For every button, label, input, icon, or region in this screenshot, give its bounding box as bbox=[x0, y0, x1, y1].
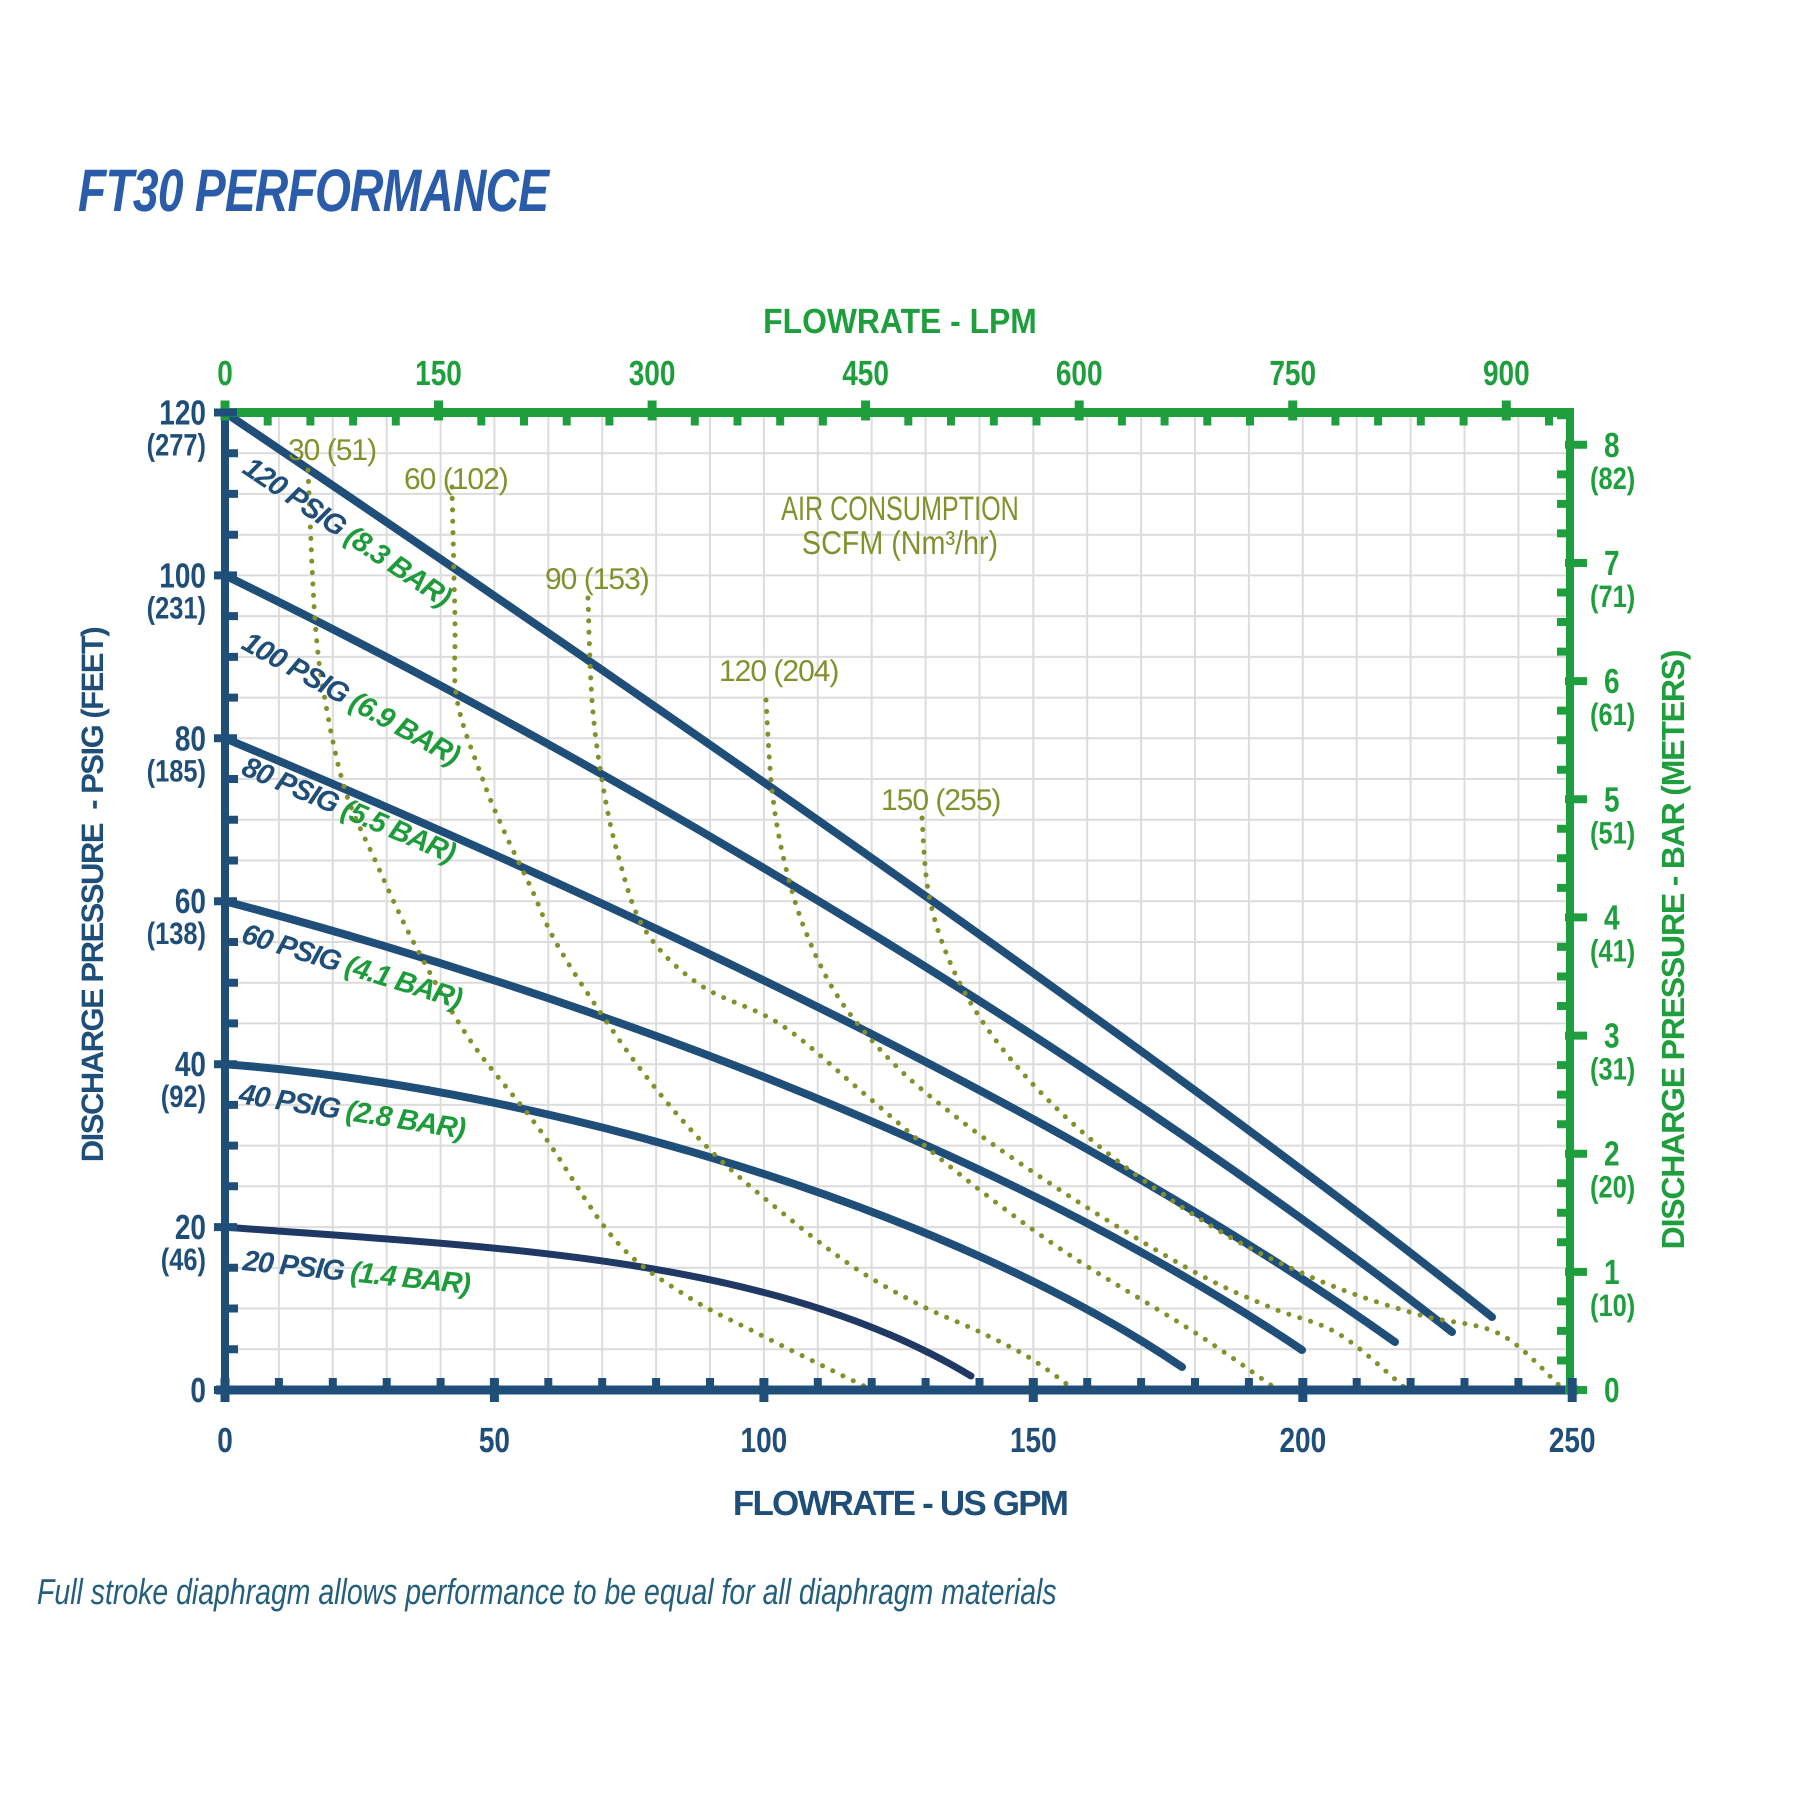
svg-text:3: 3 bbox=[1604, 1017, 1620, 1056]
svg-text:50: 50 bbox=[479, 1421, 510, 1460]
svg-text:FLOWRATE - LPM: FLOWRATE - LPM bbox=[763, 302, 1037, 341]
svg-text:60 (102): 60 (102) bbox=[404, 463, 508, 496]
svg-text:90 (153): 90 (153) bbox=[545, 563, 649, 596]
svg-text:(31): (31) bbox=[1590, 1052, 1635, 1087]
svg-text:80: 80 bbox=[175, 719, 206, 758]
svg-text:0: 0 bbox=[217, 1421, 233, 1460]
svg-text:0: 0 bbox=[190, 1371, 206, 1410]
svg-text:450: 450 bbox=[842, 354, 889, 393]
svg-text:(92): (92) bbox=[161, 1079, 206, 1114]
svg-text:60: 60 bbox=[175, 882, 206, 921]
svg-text:900: 900 bbox=[1483, 354, 1530, 393]
svg-text:150 (255): 150 (255) bbox=[881, 784, 1000, 817]
svg-text:100: 100 bbox=[741, 1421, 788, 1460]
svg-text:(82): (82) bbox=[1590, 461, 1635, 496]
svg-text:120 (204): 120 (204) bbox=[719, 655, 838, 688]
svg-text:300: 300 bbox=[629, 354, 676, 393]
svg-text:(185): (185) bbox=[147, 753, 206, 788]
svg-text:(46): (46) bbox=[161, 1242, 206, 1277]
svg-text:150: 150 bbox=[1010, 1421, 1057, 1460]
svg-text:4: 4 bbox=[1604, 898, 1620, 937]
svg-text:(231): (231) bbox=[147, 590, 206, 625]
svg-text:20: 20 bbox=[175, 1208, 206, 1247]
svg-text:(277): (277) bbox=[147, 428, 206, 463]
svg-text:(20): (20) bbox=[1590, 1170, 1635, 1205]
svg-text:(41): (41) bbox=[1590, 933, 1635, 968]
svg-text:600: 600 bbox=[1056, 354, 1103, 393]
svg-text:120: 120 bbox=[159, 394, 206, 433]
svg-text:250: 250 bbox=[1549, 1421, 1596, 1460]
svg-text:(138): (138) bbox=[147, 916, 206, 951]
svg-text:200: 200 bbox=[1279, 1421, 1326, 1460]
svg-text:Full stroke diaphragm allows p: Full stroke diaphragm allows performance… bbox=[37, 1571, 1057, 1612]
svg-text:1: 1 bbox=[1604, 1253, 1620, 1292]
svg-text:(51): (51) bbox=[1590, 815, 1635, 850]
svg-text:7: 7 bbox=[1604, 544, 1620, 583]
svg-text:SCFM (Nm³/hr): SCFM (Nm³/hr) bbox=[802, 524, 998, 561]
svg-text:2: 2 bbox=[1604, 1135, 1620, 1174]
svg-text:FT30 PERFORMANCE: FT30 PERFORMANCE bbox=[78, 157, 551, 224]
svg-text:(71): (71) bbox=[1590, 579, 1635, 614]
svg-text:40: 40 bbox=[175, 1045, 206, 1084]
svg-text:750: 750 bbox=[1269, 354, 1316, 393]
svg-text:150: 150 bbox=[415, 354, 462, 393]
svg-text:0: 0 bbox=[1604, 1371, 1620, 1410]
svg-text:FLOWRATE - US GPM: FLOWRATE - US GPM bbox=[733, 1484, 1067, 1523]
svg-text:DISCHARGE PRESSURE - PSIG (FE: DISCHARGE PRESSURE - PSIG (FEET) bbox=[75, 628, 110, 1163]
svg-text:100: 100 bbox=[159, 556, 206, 595]
svg-text:DISCHARGE PRESSURE - BAR (METE: DISCHARGE PRESSURE - BAR (METERS) bbox=[1655, 650, 1691, 1249]
svg-text:30 (51): 30 (51) bbox=[288, 434, 376, 467]
svg-text:0: 0 bbox=[217, 354, 233, 393]
svg-text:6: 6 bbox=[1604, 662, 1620, 701]
svg-text:5: 5 bbox=[1604, 780, 1620, 819]
svg-text:(10): (10) bbox=[1590, 1288, 1635, 1323]
svg-text:(61): (61) bbox=[1590, 697, 1635, 732]
svg-text:AIR CONSUMPTION: AIR CONSUMPTION bbox=[781, 490, 1019, 528]
svg-text:8: 8 bbox=[1604, 426, 1620, 465]
